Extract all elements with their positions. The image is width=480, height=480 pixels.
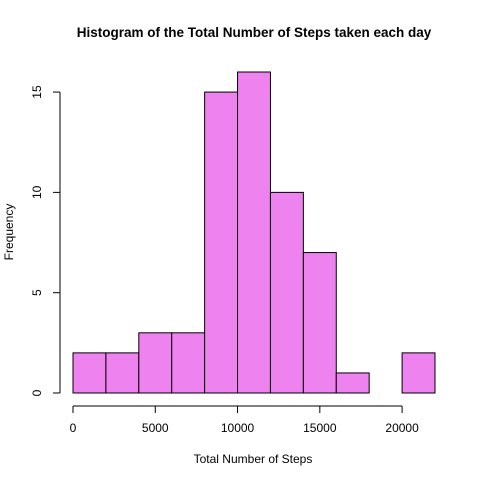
x-tick-label: 20000 — [385, 421, 419, 435]
x-axis: 0 5000 10000 15000 20000 — [70, 405, 419, 435]
x-tick-label: 0 — [70, 421, 77, 435]
histogram-bar — [204, 91, 239, 394]
histogram-bar — [335, 372, 370, 394]
x-tick-label: 5000 — [142, 421, 169, 435]
y-tick-label: 10 — [30, 185, 44, 199]
y-tick-label: 15 — [30, 85, 44, 99]
bars-group — [72, 71, 436, 394]
histogram-bar — [171, 332, 206, 394]
histogram-bar — [237, 71, 271, 394]
x-tick-label: 15000 — [303, 421, 337, 435]
chart-title: Histogram of the Total Number of Steps t… — [77, 25, 432, 40]
histogram-bar — [302, 252, 337, 394]
y-axis: 0 5 10 15 — [30, 85, 61, 396]
y-axis-label: Frequency — [2, 204, 16, 261]
histogram-bar — [269, 191, 304, 394]
x-axis-label: Total Number of Steps — [194, 452, 313, 466]
x-tick-label: 10000 — [221, 421, 255, 435]
histogram-bar — [401, 352, 436, 394]
y-tick-label: 0 — [30, 389, 44, 396]
histogram-bar — [138, 332, 173, 394]
histogram-bar — [105, 352, 140, 394]
histogram-bar — [72, 352, 107, 394]
y-tick-label: 5 — [30, 289, 44, 296]
